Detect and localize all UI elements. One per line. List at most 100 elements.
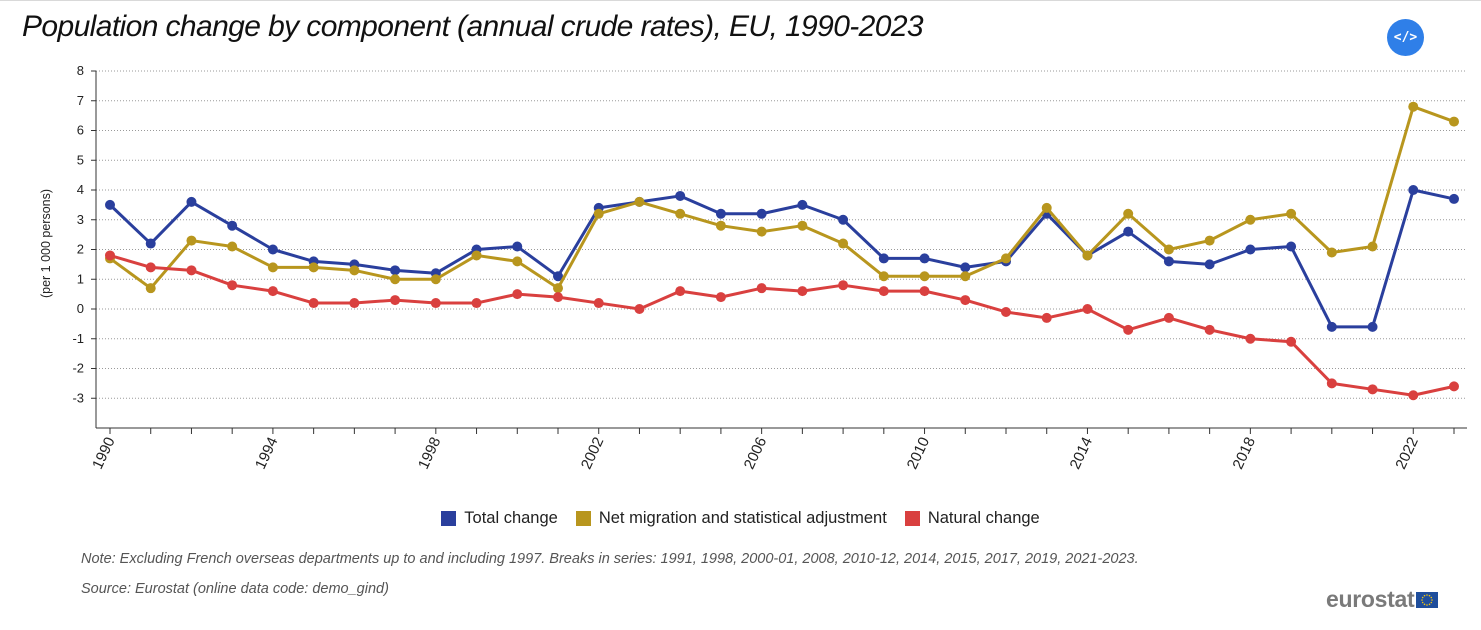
data-point xyxy=(797,199,808,210)
data-point xyxy=(267,262,278,273)
data-point xyxy=(1041,312,1052,323)
data-point xyxy=(1245,244,1256,255)
data-point xyxy=(797,220,808,231)
flag-star xyxy=(1429,603,1431,605)
data-point xyxy=(919,271,930,282)
chart-legend: Total change Net migration and statistica… xyxy=(0,509,1481,528)
data-point xyxy=(308,262,319,273)
data-point xyxy=(1123,226,1134,237)
data-point xyxy=(1367,241,1378,252)
data-point xyxy=(1123,208,1134,219)
data-point xyxy=(553,271,563,282)
data-point xyxy=(1326,378,1337,389)
data-point xyxy=(1082,304,1093,314)
data-point xyxy=(186,265,197,276)
data-point xyxy=(308,298,319,309)
data-point xyxy=(145,283,156,294)
series-line xyxy=(109,254,1455,397)
data-point xyxy=(675,208,686,219)
eu-flag-icon xyxy=(1416,591,1439,608)
data-point xyxy=(1001,253,1011,264)
data-point xyxy=(186,196,197,207)
y-tick-label: 6 xyxy=(77,123,84,138)
x-tick-label: 1990 xyxy=(89,435,119,472)
data-point xyxy=(227,241,238,252)
y-tick-label: 8 xyxy=(77,63,84,78)
data-point xyxy=(512,289,523,300)
data-point xyxy=(390,295,401,306)
data-point xyxy=(634,196,645,207)
chart-note: Note: Excluding French overseas departme… xyxy=(81,551,1139,567)
data-point xyxy=(1286,241,1297,252)
code-icon: </> xyxy=(1393,30,1418,45)
data-point xyxy=(145,262,156,273)
embed-code-button[interactable]: </> xyxy=(1387,19,1424,56)
data-point xyxy=(960,271,971,282)
data-point xyxy=(593,298,604,309)
data-point xyxy=(512,256,523,267)
data-point xyxy=(756,208,767,219)
flag-star xyxy=(1426,593,1429,596)
legend-label: Natural change xyxy=(927,509,1040,527)
y-tick-label: 0 xyxy=(77,301,84,316)
legend-item[interactable]: Natural change xyxy=(904,509,1040,528)
data-point xyxy=(1449,116,1459,127)
y-tick-label: 2 xyxy=(77,242,84,257)
data-point xyxy=(1204,324,1215,335)
legend-item[interactable]: Total change xyxy=(441,509,558,528)
data-point xyxy=(878,271,889,282)
x-tick-label: 1994 xyxy=(252,435,282,472)
data-point xyxy=(1123,324,1134,335)
data-point xyxy=(1408,185,1419,195)
flag-star xyxy=(1430,601,1433,603)
y-tick-label: -2 xyxy=(72,361,84,376)
data-point xyxy=(1326,321,1337,332)
data-point xyxy=(267,244,278,255)
flag-star xyxy=(1421,598,1424,601)
data-point xyxy=(675,286,686,297)
data-point xyxy=(1326,247,1337,258)
series-line xyxy=(108,188,1455,329)
x-tick-label: 2010 xyxy=(904,435,934,472)
eurostat-logo: eurostat xyxy=(1326,586,1439,613)
y-axis-label: (per 1 000 persons) xyxy=(39,189,53,298)
legend-label: Total change xyxy=(464,509,558,527)
data-point xyxy=(1204,235,1215,246)
legend-item[interactable]: Net migration and statistical adjustment xyxy=(575,509,887,528)
data-point xyxy=(390,274,401,285)
data-point xyxy=(1408,101,1419,112)
data-point xyxy=(960,295,971,306)
legend-swatch xyxy=(904,511,920,526)
data-point xyxy=(919,253,930,264)
legend-swatch xyxy=(575,511,591,526)
data-point xyxy=(919,286,930,297)
flag-star xyxy=(1430,596,1433,598)
data-point xyxy=(105,250,115,261)
data-point xyxy=(878,253,889,264)
data-point xyxy=(675,190,686,201)
data-point xyxy=(1286,208,1297,219)
data-point xyxy=(756,226,767,237)
flag-star xyxy=(1429,594,1431,596)
flag-star xyxy=(1422,601,1424,603)
data-point xyxy=(553,292,563,303)
flag-star xyxy=(1431,598,1434,601)
y-tick-label: -3 xyxy=(72,390,84,405)
data-point xyxy=(1163,256,1174,267)
data-point xyxy=(715,208,726,219)
data-point xyxy=(1245,214,1256,225)
legend-swatch xyxy=(441,511,457,526)
data-point xyxy=(634,304,645,314)
data-point xyxy=(1449,193,1459,204)
flag-star xyxy=(1424,594,1426,596)
eurostat-wordmark: eurostat xyxy=(1326,586,1415,612)
chart-title: Population change by component (annual c… xyxy=(22,10,924,43)
y-tick-label: 1 xyxy=(77,271,84,286)
data-point xyxy=(1163,244,1174,255)
data-point xyxy=(553,283,563,294)
data-point xyxy=(1082,250,1093,261)
data-point xyxy=(878,286,889,297)
data-point xyxy=(1163,312,1174,323)
data-point xyxy=(267,286,278,297)
x-tick-label: 2014 xyxy=(1067,435,1097,472)
